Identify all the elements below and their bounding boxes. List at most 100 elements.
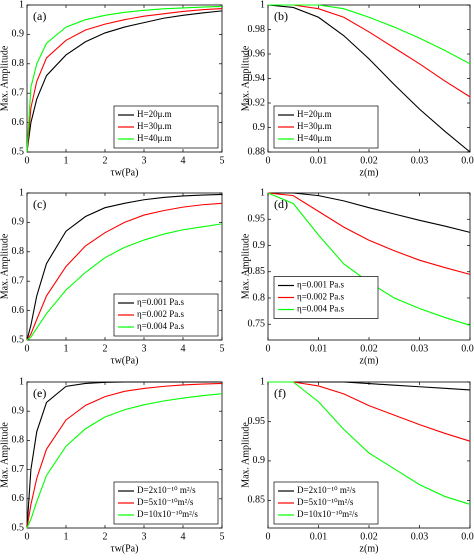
x-tick-label: 0.02: [360, 343, 378, 354]
y-tick-label: 0.6: [12, 493, 25, 504]
x-tick-label: 0.03: [411, 343, 429, 354]
y-tick-label: 0.8: [12, 58, 25, 69]
x-tick-label: 0.04: [461, 155, 474, 166]
line: [26, 7, 223, 153]
x-tick-label: 4: [181, 531, 186, 542]
x-axis-label: z(m): [360, 543, 379, 554]
legend-label: η=0.002 Pa.s: [297, 292, 345, 302]
x-tick-label: 0.02: [360, 531, 378, 542]
y-tick-label: 0.7: [12, 87, 25, 98]
x-tick-label: 2: [103, 155, 108, 166]
legend-label: H=30μ.m: [137, 121, 172, 131]
y-tick-label: 0.9: [253, 240, 266, 251]
x-axis-label: τw(Pa): [111, 355, 139, 366]
y-tick-label: 0.5: [12, 334, 25, 345]
y-tick-label: 0.95: [248, 214, 266, 225]
x-tick-label: 0.03: [411, 531, 429, 542]
legend-label: η=0.002 Pa.s: [137, 309, 185, 319]
x-tick-label: 0: [25, 155, 30, 166]
y-tick-label: 0.9: [253, 455, 266, 466]
x-tick-label: 0.03: [411, 155, 429, 166]
y-tick-label: 0.95: [248, 416, 266, 427]
y-tick-label: 0.98: [248, 24, 266, 35]
x-tick-label: 2: [103, 531, 108, 542]
y-tick-label: 0.88: [248, 146, 266, 157]
y-axis-label: Max. Amplitude: [0, 422, 10, 488]
y-tick-label: 1: [260, 187, 265, 198]
line: [26, 10, 223, 153]
legend-label: η=0.001 Pa.s: [137, 297, 185, 307]
legend: D=2x10⁻¹⁰ m²/s D=5x10⁻¹⁰m²/s D=10x10⁻¹⁰m²/…: [113, 481, 219, 525]
line: [26, 393, 223, 529]
line: [26, 5, 223, 153]
line: [268, 381, 471, 505]
y-tick-label: 0.5: [12, 522, 25, 533]
x-tick-label: 3: [142, 343, 147, 354]
panel-label: (f): [274, 386, 286, 400]
y-tick-label: 0.9: [12, 217, 25, 228]
line: [26, 193, 223, 341]
x-axis-label: τw(Pa): [111, 167, 139, 178]
y-tick-label: 0.9: [253, 122, 266, 133]
panel: 0 1 2 3 4 5 0.5 0.6 0.7 0.8 0.9 1 τw(Pa) Max. Amplitu…: [0, 0, 225, 178]
x-tick-label: 0.02: [360, 155, 378, 166]
legend-label: D=10x10⁻¹⁰m²/s: [137, 509, 198, 519]
panel-label: (e): [33, 386, 46, 400]
x-tick-label: 3: [142, 531, 147, 542]
legend: D=2x10⁻¹⁰ m²/s D=5x10⁻¹⁰m²/s D=10x10⁻¹⁰m²/…: [273, 481, 379, 525]
y-axis-label: Max. Amplitude: [0, 45, 10, 111]
legend: η=0.001 Pa.s η=0.002 Pa.s η=0.004 Pa.s: [273, 276, 379, 319]
x-tick-label: 0: [266, 531, 271, 542]
legend-label: H=30μ.m: [297, 121, 332, 131]
line: [268, 192, 471, 233]
x-tick-label: 5: [220, 155, 225, 166]
line: [26, 381, 222, 529]
legend-label: H=40μ.m: [297, 133, 332, 143]
y-tick-label: 0.7: [12, 275, 25, 286]
x-tick-label: 0: [25, 343, 30, 354]
y-tick-label: 0.5: [12, 146, 25, 157]
y-tick-label: 1: [19, 376, 24, 387]
panel: 0 1 2 3 4 5 0.5 0.6 0.7 0.8 0.9 1 τw(Pa) Max. Amplitu…: [0, 376, 225, 554]
y-tick-label: 0.8: [12, 435, 25, 446]
legend-label: H=20μ.m: [137, 109, 172, 119]
line: [267, 192, 471, 275]
line: [26, 382, 223, 529]
panel: 0 0.01 0.02 0.03 0.04 0.88 0.9 0.92 0.94 0.96 0.98…: [240, 0, 474, 178]
panel: 0 0.01 0.02 0.03 0.04 0.75 0.8 0.85 0.9 0.95 1 z(m)…: [240, 187, 474, 366]
legend-label: D=2x10⁻¹⁰ m²/s: [297, 485, 356, 495]
panel: 0 1 2 3 4 5 0.5 0.6 0.7 0.8 0.9 1 τw(Pa) Max. Amplitu…: [0, 187, 225, 366]
legend-label: η=0.001 Pa.s: [297, 280, 345, 290]
y-axis-label: Max. Amplitude: [240, 45, 251, 111]
legend: H=20μ.m H=30μ.m H=40μ.m: [113, 105, 219, 149]
x-axis-label: z(m): [360, 167, 379, 178]
legend-label: D=5x10⁻¹⁰m²/s: [137, 497, 194, 507]
y-axis-label: Max. Amplitude: [240, 422, 251, 488]
y-tick-label: 0.92: [248, 97, 266, 108]
x-tick-label: 0.01: [310, 343, 328, 354]
legend-label: η=0.004 Pa.s: [297, 304, 345, 314]
line: [26, 202, 223, 341]
line: [268, 4, 471, 65]
y-tick-label: 0.75: [248, 319, 266, 330]
y-tick-label: 0.8: [12, 246, 25, 257]
line: [268, 381, 471, 391]
panel-label: (a): [33, 9, 46, 23]
y-axis-label: Max. Amplitude: [0, 233, 10, 299]
legend-label: D=2x10⁻¹⁰ m²/s: [137, 485, 196, 495]
x-tick-label: 0.01: [310, 531, 328, 542]
x-tick-label: 0.01: [310, 155, 328, 166]
legend: η=0.001 Pa.s η=0.002 Pa.s η=0.004 Pa.s: [113, 293, 219, 337]
x-tick-label: 0: [266, 155, 271, 166]
panel-label: (c): [33, 197, 46, 211]
y-tick-label: 0.6: [12, 117, 25, 128]
line: [268, 381, 471, 442]
legend-label: D=10x10⁻¹⁰m²/s: [297, 509, 358, 519]
x-tick-label: 0.04: [461, 531, 474, 542]
y-tick-label: 0.96: [248, 48, 266, 59]
x-tick-label: 5: [220, 343, 225, 354]
x-tick-label: 1: [64, 155, 69, 166]
legend-label: η=0.004 Pa.s: [137, 321, 185, 331]
panel: 0 0.01 0.02 0.03 0.04 0.85 0.9 0.95 1 z(m) Max. Am…: [240, 376, 474, 554]
